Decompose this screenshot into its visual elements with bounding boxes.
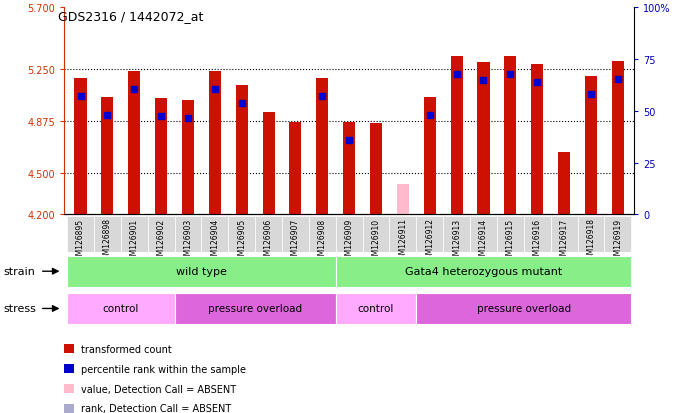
Text: pressure overload: pressure overload — [208, 304, 302, 314]
Bar — [101, 98, 113, 215]
Bar — [282, 217, 309, 253]
Bar — [228, 217, 255, 253]
Bar — [531, 65, 543, 215]
Bar — [424, 98, 436, 215]
Text: GSM126898: GSM126898 — [103, 218, 112, 264]
Bar — [290, 123, 302, 215]
Bar — [262, 113, 275, 215]
Text: GSM126904: GSM126904 — [210, 218, 220, 264]
Bar — [316, 78, 328, 215]
Text: GDS2316 / 1442072_at: GDS2316 / 1442072_at — [58, 10, 203, 23]
Bar — [504, 57, 517, 215]
Bar — [201, 217, 228, 253]
Text: rank, Detection Call = ABSENT: rank, Detection Call = ABSENT — [81, 404, 231, 413]
Bar — [612, 62, 624, 215]
Text: pressure overload: pressure overload — [477, 304, 571, 314]
Bar — [363, 217, 389, 253]
Bar — [558, 153, 570, 215]
Text: value, Detection Call = ABSENT: value, Detection Call = ABSENT — [81, 384, 236, 394]
Text: GSM126905: GSM126905 — [237, 218, 246, 264]
Text: percentile rank within the sample: percentile rank within the sample — [81, 364, 245, 374]
Bar — [255, 217, 282, 253]
Text: GSM126903: GSM126903 — [184, 218, 193, 264]
Bar — [451, 57, 462, 215]
Text: GSM126912: GSM126912 — [425, 218, 435, 264]
Bar — [416, 217, 443, 253]
Text: GSM126915: GSM126915 — [506, 218, 515, 264]
Bar — [497, 217, 524, 253]
Bar — [67, 293, 174, 324]
Text: transformed count: transformed count — [81, 344, 172, 354]
Bar — [94, 217, 121, 253]
Bar — [236, 85, 247, 215]
Bar — [604, 217, 631, 253]
Text: GSM126918: GSM126918 — [586, 218, 595, 264]
Bar — [121, 217, 148, 253]
Text: GSM126909: GSM126909 — [344, 218, 354, 264]
Text: wild type: wild type — [176, 266, 227, 277]
Text: GSM126902: GSM126902 — [157, 218, 165, 264]
Bar — [67, 217, 94, 253]
Bar — [443, 217, 470, 253]
Text: control: control — [102, 304, 139, 314]
Bar — [477, 63, 490, 215]
Bar — [397, 185, 409, 215]
Bar — [389, 217, 416, 253]
Text: GSM126913: GSM126913 — [452, 218, 461, 264]
Text: GSM126906: GSM126906 — [264, 218, 273, 264]
Text: GSM126910: GSM126910 — [372, 218, 380, 264]
Bar — [585, 77, 597, 215]
Text: GSM126914: GSM126914 — [479, 218, 488, 264]
Bar — [182, 100, 194, 215]
Text: GSM126911: GSM126911 — [399, 218, 407, 264]
Text: Gata4 heterozygous mutant: Gata4 heterozygous mutant — [405, 266, 562, 277]
Bar — [336, 293, 416, 324]
Text: GSM126907: GSM126907 — [291, 218, 300, 264]
Bar — [416, 293, 631, 324]
Bar — [128, 71, 140, 215]
Bar — [174, 217, 201, 253]
Bar — [470, 217, 497, 253]
Text: GSM126919: GSM126919 — [614, 218, 622, 264]
Text: GSM126901: GSM126901 — [129, 218, 139, 264]
Text: GSM126895: GSM126895 — [76, 218, 85, 264]
Bar — [155, 99, 167, 215]
Bar — [343, 123, 355, 215]
Bar — [75, 78, 87, 215]
Bar — [524, 217, 551, 253]
Text: strain: strain — [3, 266, 35, 277]
Bar — [209, 71, 221, 215]
Bar — [309, 217, 336, 253]
Text: GSM126908: GSM126908 — [318, 218, 327, 264]
Bar — [370, 124, 382, 215]
Text: control: control — [358, 304, 394, 314]
Bar — [336, 256, 631, 287]
Bar — [174, 293, 336, 324]
Text: GSM126916: GSM126916 — [533, 218, 542, 264]
Bar — [67, 256, 336, 287]
Bar — [148, 217, 174, 253]
Bar — [551, 217, 578, 253]
Bar — [336, 217, 363, 253]
Text: stress: stress — [3, 304, 36, 314]
Bar — [578, 217, 604, 253]
Text: GSM126917: GSM126917 — [559, 218, 569, 264]
